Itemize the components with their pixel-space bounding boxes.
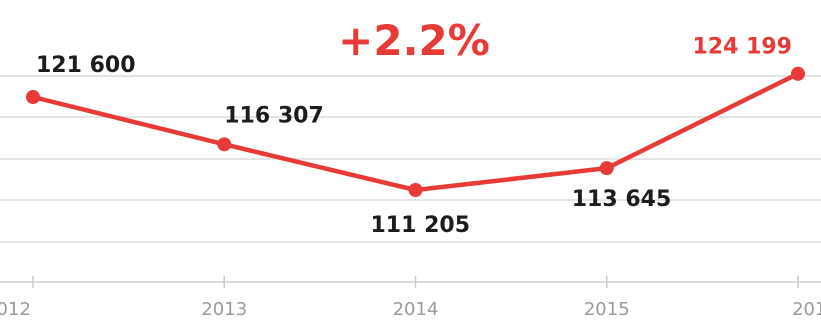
x-tick-label-2014: 2014 bbox=[393, 299, 439, 320]
data-point-2016 bbox=[791, 66, 805, 81]
data-label-2016: 124 199 bbox=[692, 35, 792, 60]
x-axis: 2012 2013 2014 2015 2016 bbox=[0, 276, 821, 320]
x-tick-label-2013: 2013 bbox=[201, 299, 247, 320]
grid-lines bbox=[0, 75, 821, 243]
data-label-2013: 116 307 bbox=[224, 103, 324, 128]
change-headline: +2.2% bbox=[338, 16, 490, 65]
data-label-2012: 121 600 bbox=[36, 53, 136, 78]
data-label-2014: 111 205 bbox=[371, 213, 471, 238]
data-point-2014 bbox=[408, 183, 423, 197]
series-line-group bbox=[26, 66, 805, 197]
series-line bbox=[30, 71, 801, 193]
data-point-2013 bbox=[217, 137, 232, 152]
data-labels: 121 600 116 307 111 205 113 645 124 199 bbox=[36, 35, 792, 238]
x-tick-label-2012: 2012 bbox=[0, 299, 31, 320]
data-point-2015 bbox=[599, 161, 614, 176]
data-point-2012 bbox=[26, 90, 40, 104]
x-tick-label-2016: 2016 bbox=[792, 299, 821, 320]
data-label-2015: 113 645 bbox=[572, 187, 672, 212]
x-tick-label-2015: 2015 bbox=[584, 299, 630, 320]
